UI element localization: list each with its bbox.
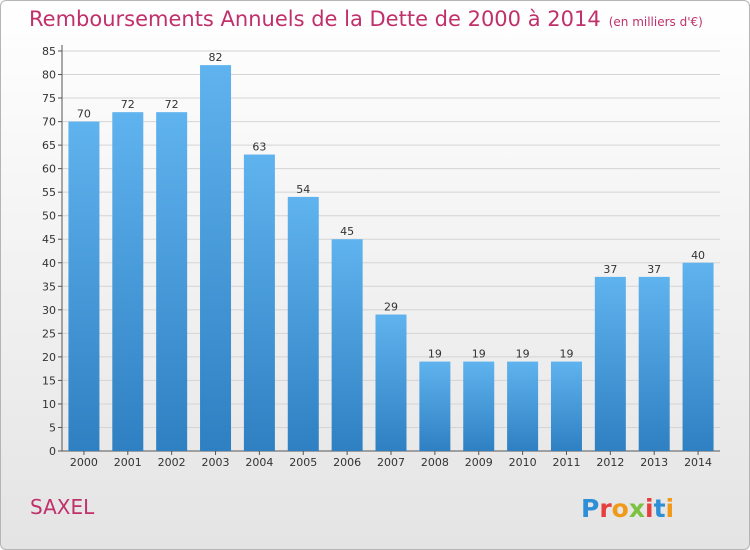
y-tick-label: 40: [42, 257, 56, 270]
x-axis-ticks: 2000 2001 2002 2003 2004 2005 2006 2007 2008 2009…: [70, 451, 712, 469]
x-tick-label: 2000: [70, 456, 98, 469]
x-tick-label: 2007: [377, 456, 405, 469]
y-tick-label: 5: [49, 421, 56, 434]
unit-note: (en milliers d'€): [608, 15, 703, 29]
bar-2014: [682, 262, 714, 451]
x-tick-label: 2002: [158, 456, 186, 469]
bar-2001: [112, 112, 144, 452]
bars: [68, 65, 714, 452]
bar-2005: [287, 196, 319, 451]
chart-title: Remboursements Annuels de la Dette de 20…: [29, 7, 703, 31]
bar-value-label: 63: [252, 141, 266, 154]
bar-2003: [200, 65, 232, 451]
bar-value-label: 29: [384, 301, 398, 314]
chart-title-text: Remboursements Annuels de la Dette de 20…: [29, 7, 601, 31]
bar-value-label: 72: [165, 98, 179, 111]
y-tick-label: 0: [49, 445, 56, 458]
bar-2000: [68, 121, 100, 452]
bar-value-label: 19: [559, 348, 573, 361]
y-tick-label: 55: [42, 186, 56, 199]
x-tick-label: 2003: [202, 456, 230, 469]
bar-2007: [375, 314, 407, 451]
y-tick-label: 20: [42, 351, 56, 364]
x-tick-label: 2009: [465, 456, 493, 469]
bar-value-label: 54: [296, 183, 310, 196]
bar-value-label: 70: [77, 108, 91, 121]
svg-text:Proxiti: Proxiti: [581, 494, 674, 523]
x-tick-label: 2006: [333, 456, 361, 469]
bar-value-label: 37: [603, 263, 617, 276]
proxiti-logo: Proxiti: [581, 494, 674, 523]
y-tick-label: 70: [42, 116, 56, 129]
x-tick-label: 2010: [509, 456, 537, 469]
bar-value-label: 72: [121, 98, 135, 111]
place-name: SAXEL: [30, 495, 95, 519]
bar-2009: [463, 361, 495, 451]
y-tick-label: 50: [42, 210, 56, 223]
x-tick-label: 2011: [552, 456, 580, 469]
y-tick-label: 15: [42, 374, 56, 387]
y-tick-label: 30: [42, 304, 56, 317]
y-tick-label: 35: [42, 280, 56, 293]
x-tick-label: 2013: [640, 456, 668, 469]
y-tick-label: 60: [42, 163, 56, 176]
bar-2006: [331, 239, 363, 451]
bar-2011: [550, 361, 582, 451]
bar-value-label: 19: [472, 348, 486, 361]
bar-value-label: 45: [340, 225, 354, 238]
bar-value-label: 37: [647, 263, 661, 276]
x-tick-label: 2012: [596, 456, 624, 469]
x-tick-label: 2014: [684, 456, 712, 469]
bar-value-label: 19: [428, 348, 442, 361]
x-tick-label: 2004: [245, 456, 273, 469]
y-axis-ticks: 0 5 10 15 20 25 30 35 40 45 50 55 60 65 70 75 80 85: [42, 45, 62, 458]
y-tick-label: 80: [42, 69, 56, 82]
x-tick-label: 2001: [114, 456, 142, 469]
bar-value-label: 19: [516, 348, 530, 361]
y-tick-label: 45: [42, 233, 56, 246]
bar-2010: [507, 361, 539, 451]
y-tick-label: 85: [42, 45, 56, 58]
bar-value-label: 82: [209, 51, 223, 64]
bar-2012: [594, 276, 626, 451]
bar-2013: [638, 276, 670, 451]
bar-2008: [419, 361, 451, 451]
bar-value-label: 40: [691, 249, 705, 262]
y-tick-label: 65: [42, 139, 56, 152]
y-tick-label: 10: [42, 398, 56, 411]
y-tick-label: 25: [42, 327, 56, 340]
x-tick-label: 2008: [421, 456, 449, 469]
y-tick-label: 75: [42, 92, 56, 105]
bar-2004: [243, 154, 275, 451]
bar-labels: 70 72 72 82 63 54 45 29 19 19 19 19 37 37 40: [77, 51, 705, 360]
bar-2002: [156, 112, 188, 452]
x-tick-label: 2005: [289, 456, 317, 469]
